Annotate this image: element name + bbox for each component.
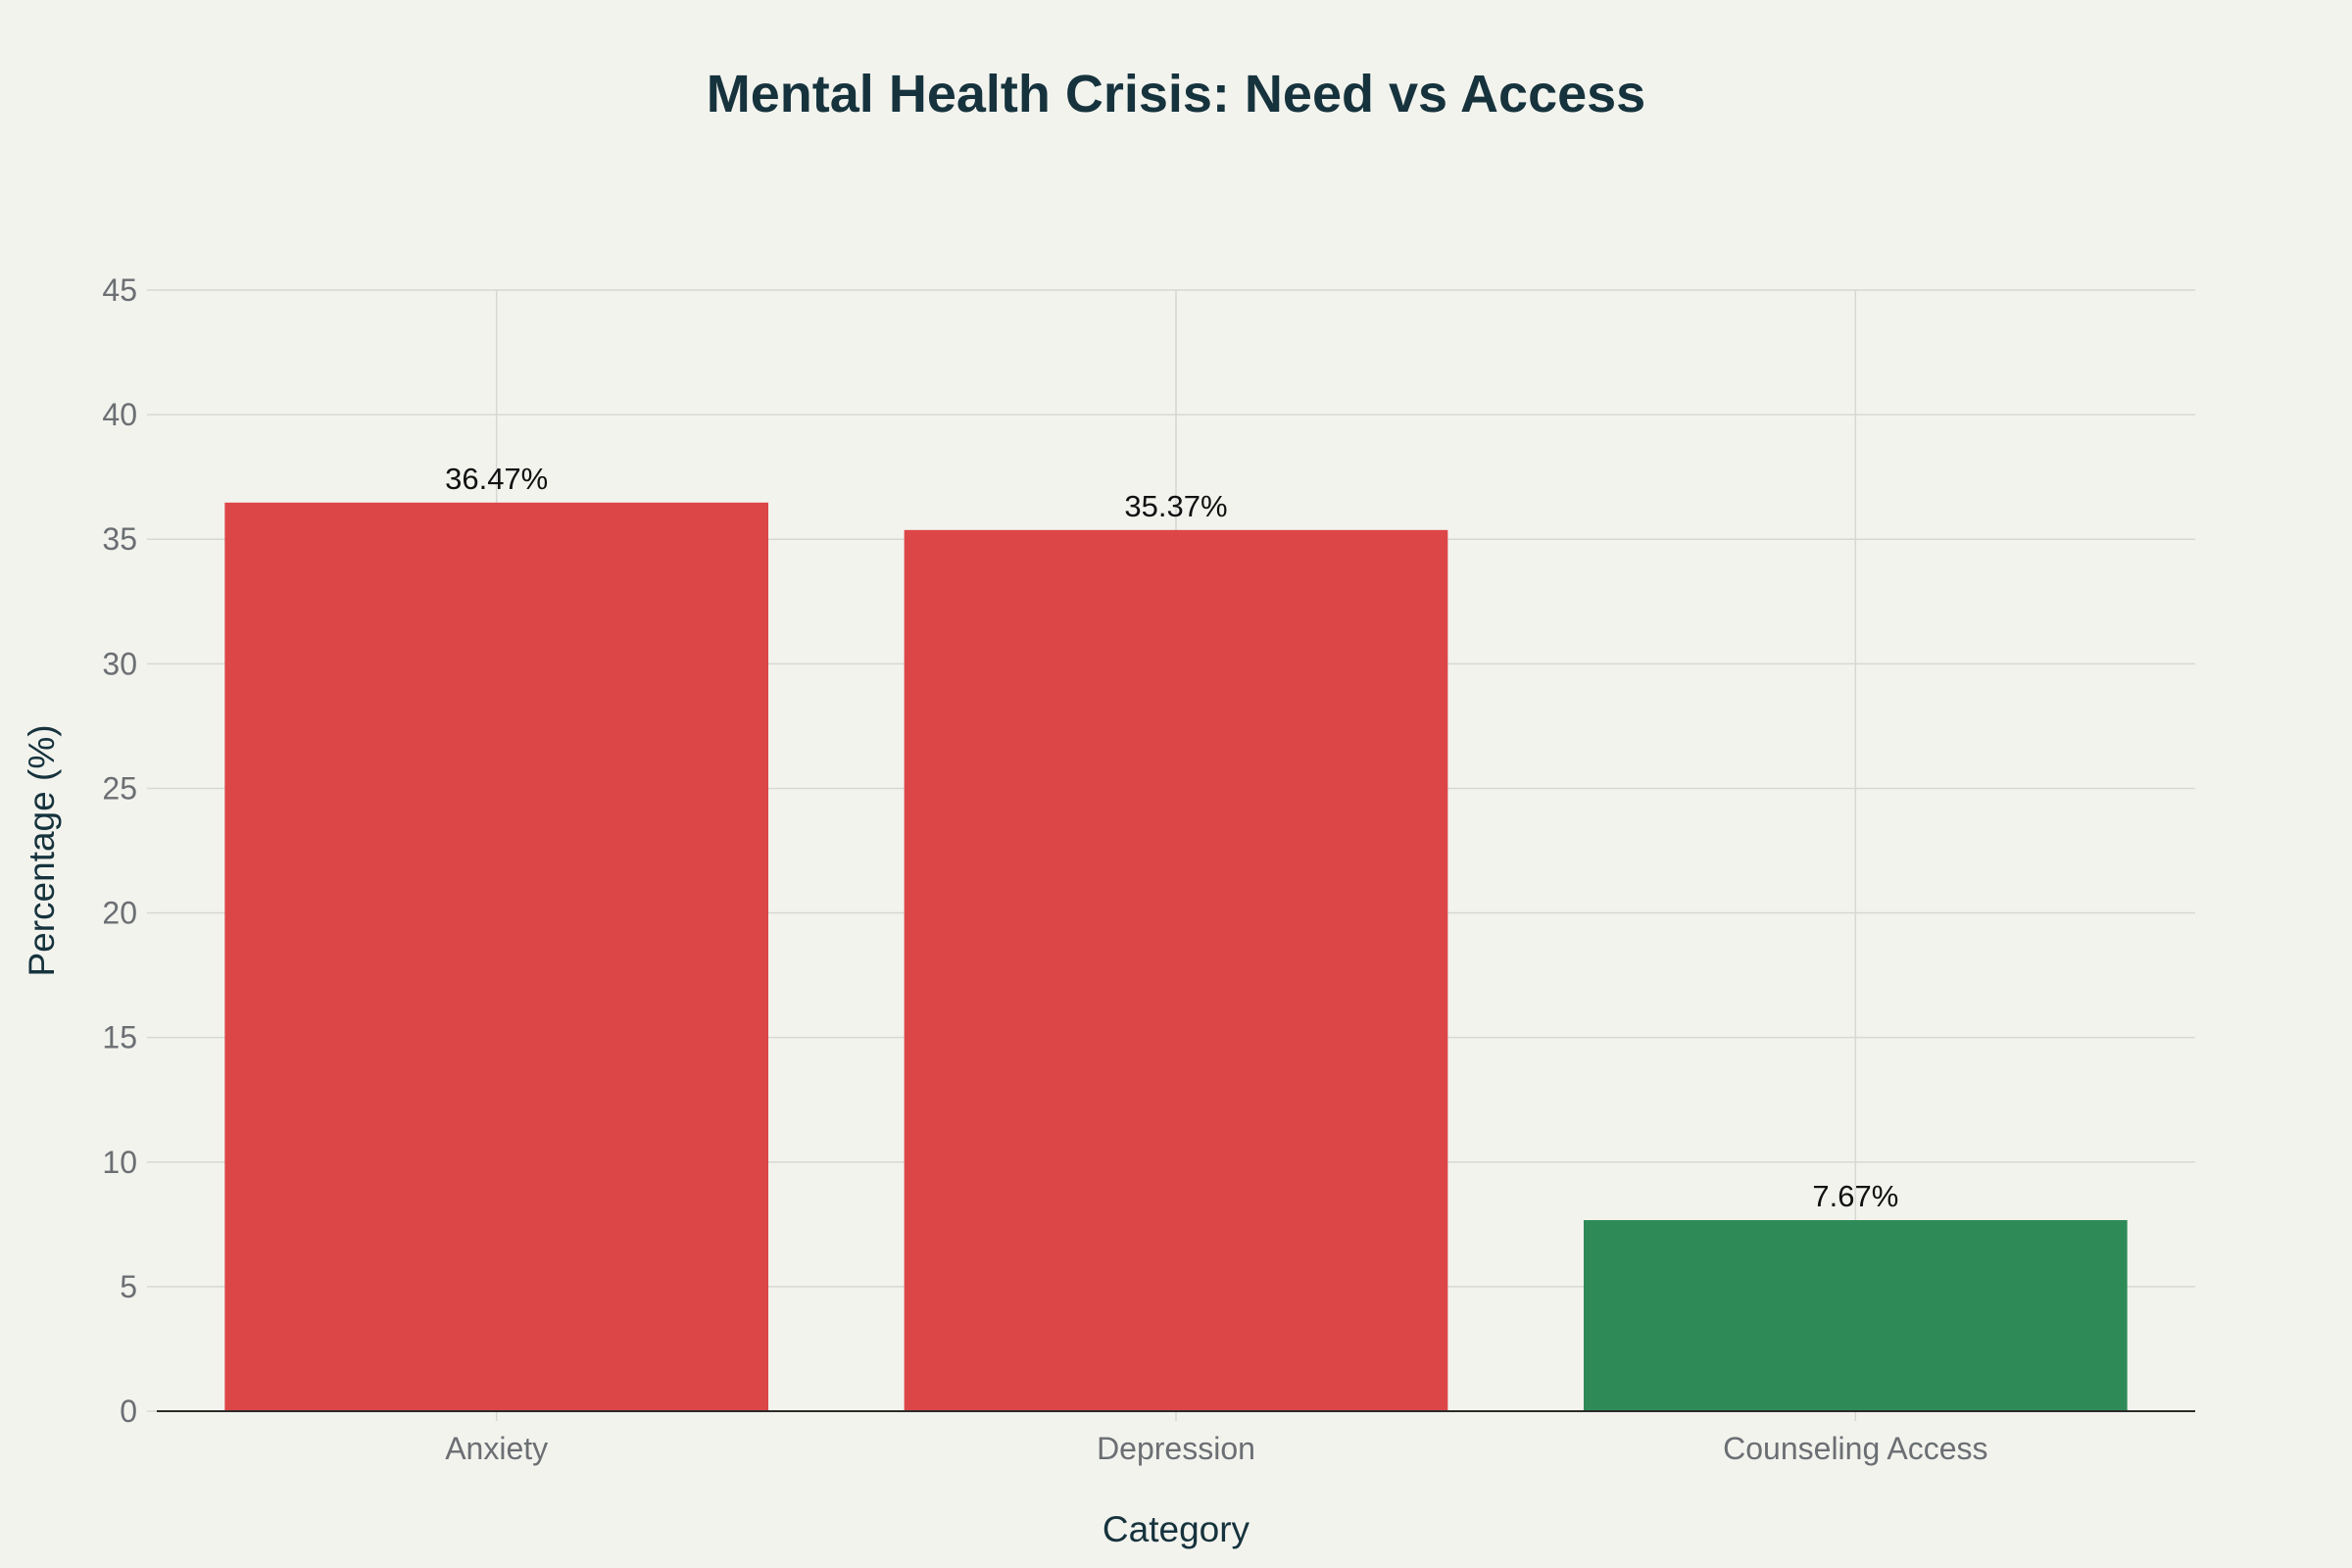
y-tick-label: 45 bbox=[102, 272, 137, 308]
y-tick-label: 15 bbox=[102, 1020, 137, 1055]
bar-value-label: 36.47% bbox=[445, 462, 548, 496]
y-tick-label: 0 bbox=[120, 1394, 137, 1429]
y-tick-label: 25 bbox=[102, 770, 137, 806]
y-tick-label: 35 bbox=[102, 521, 137, 557]
bar bbox=[904, 529, 1448, 1411]
axes: 0 5 10 15 20 25 30 35 40 45 Anxiety Depression Couns… bbox=[102, 272, 2195, 1466]
chart-title: Mental Health Crisis: Need vs Access bbox=[707, 65, 1645, 123]
bar-value-label: 7.67% bbox=[1812, 1179, 1898, 1213]
x-tick-label: Depression bbox=[1097, 1431, 1255, 1466]
y-axis-title: Percentage (%) bbox=[22, 724, 62, 976]
x-tick-label: Anxiety bbox=[445, 1431, 548, 1466]
y-tick-label: 40 bbox=[102, 397, 137, 432]
y-tick-label: 20 bbox=[102, 896, 137, 931]
x-axis-title: Category bbox=[1102, 1509, 1250, 1549]
bar-value-label: 35.37% bbox=[1124, 489, 1227, 523]
x-tick-label: Counseling Access bbox=[1723, 1431, 1987, 1466]
bars bbox=[224, 502, 2128, 1411]
y-tick-label: 10 bbox=[102, 1145, 137, 1180]
bar bbox=[1584, 1220, 2128, 1411]
y-tick-label: 30 bbox=[102, 646, 137, 681]
bar bbox=[224, 502, 769, 1411]
data-labels: 36.47% 35.37% 7.67% bbox=[445, 462, 1898, 1213]
y-tick-label: 5 bbox=[120, 1269, 137, 1304]
